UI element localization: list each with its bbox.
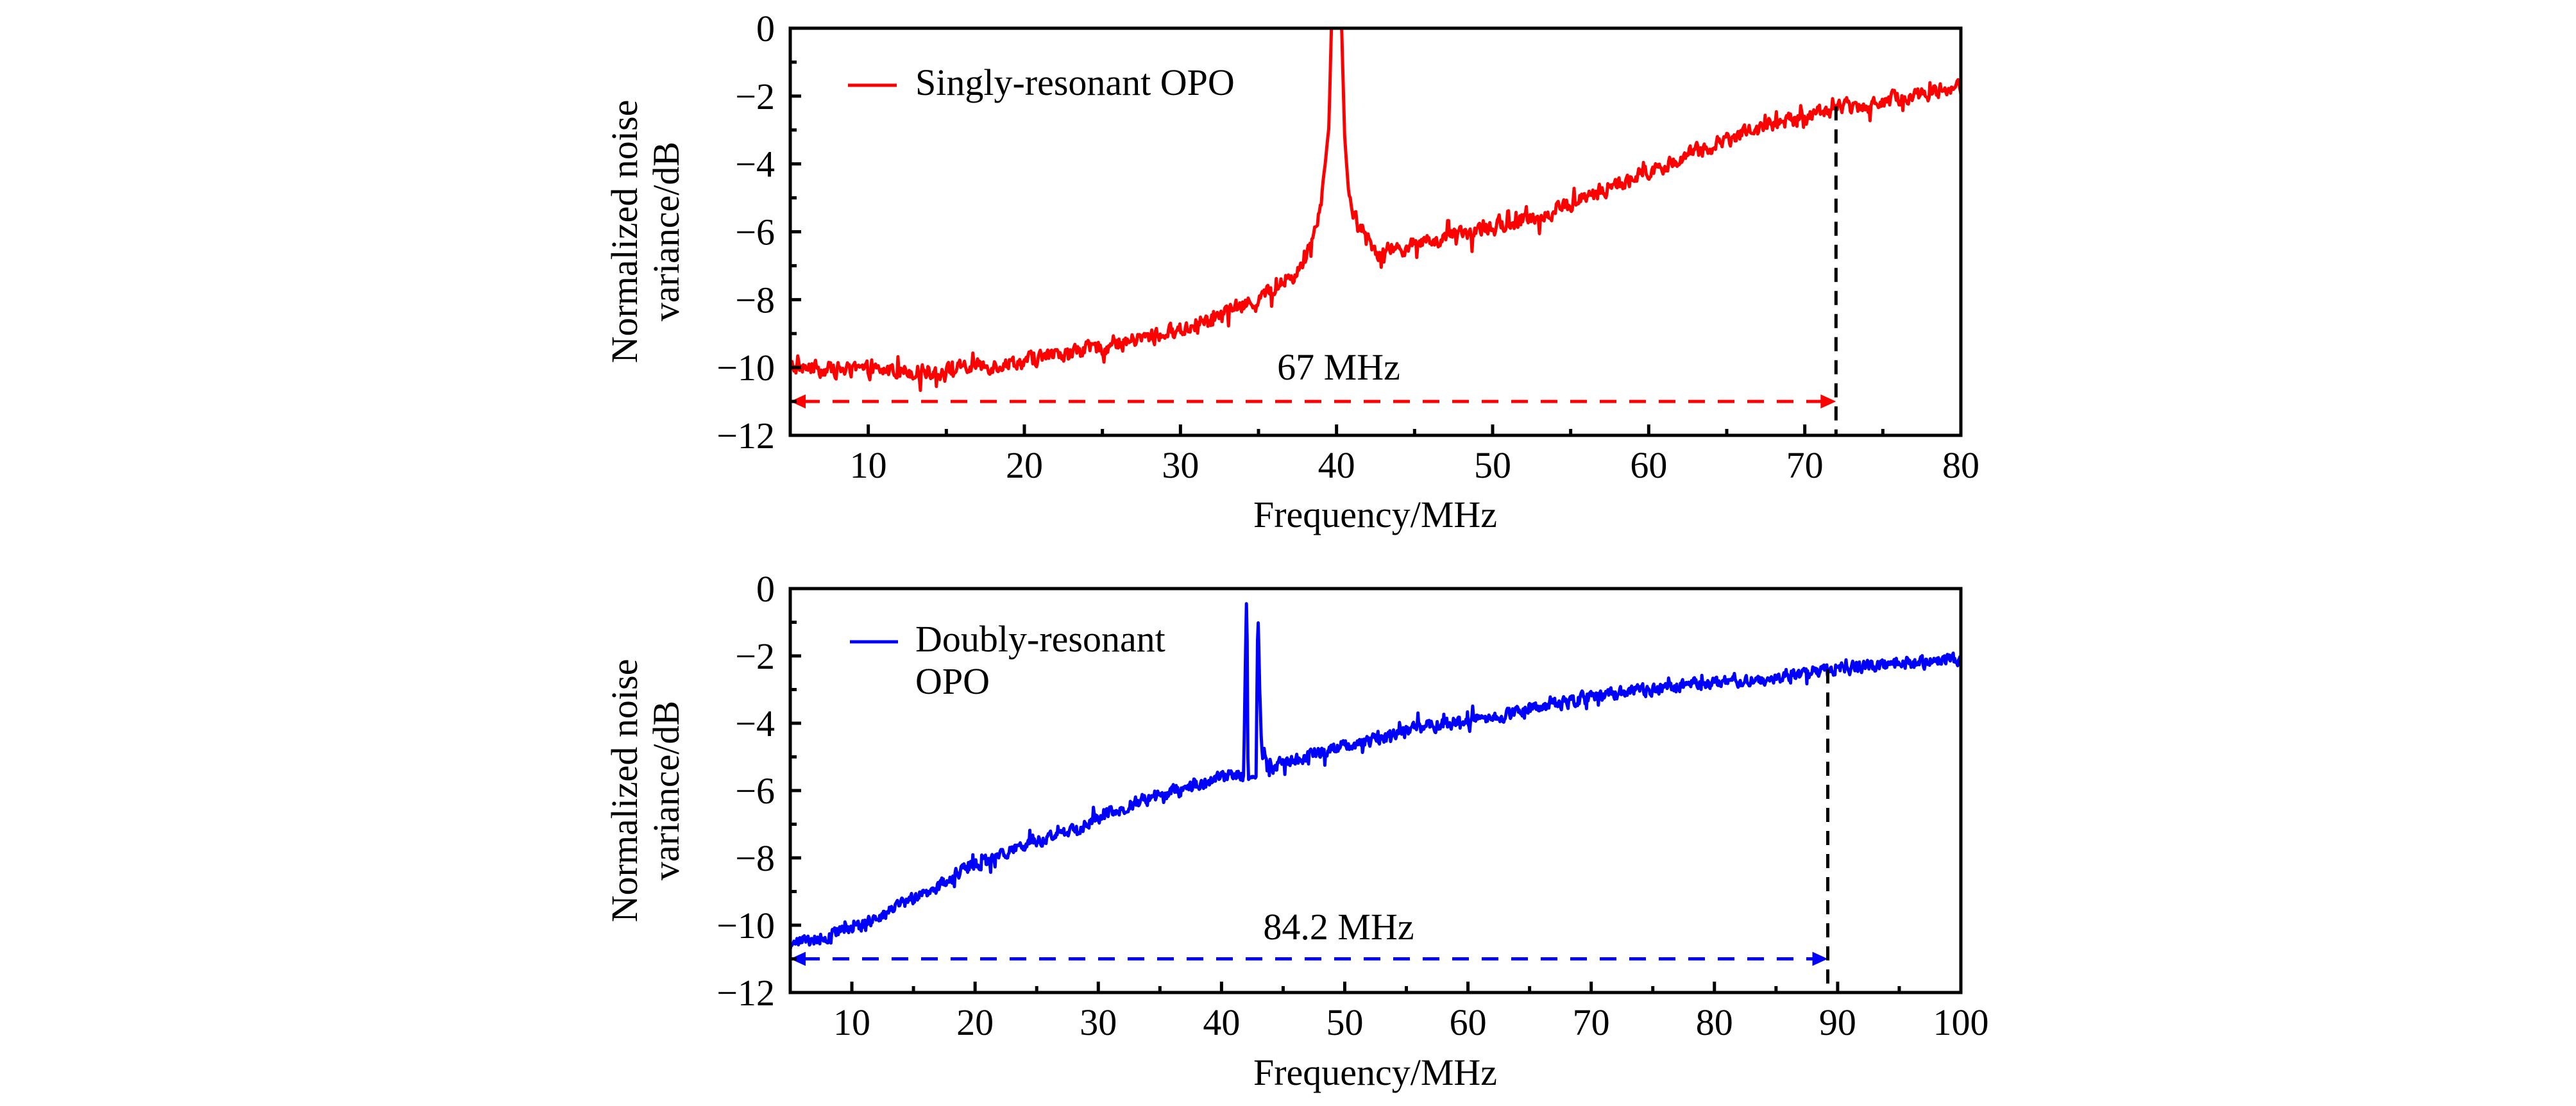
top-x-tick-label: 20	[1006, 444, 1043, 486]
bottom-x-tick-label: 40	[1203, 1001, 1240, 1043]
bottom-ticks	[790, 587, 1963, 994]
bottom-y-tick-label: −6	[735, 770, 775, 812]
bottom-x-tick-label: 100	[1933, 1001, 1989, 1043]
top-y-tick-label: −10	[716, 347, 775, 389]
bottom-tick-labels: 10 20 30 40 50 60 70 80 90 100 0 −2 −4 −6 −8 −10 −12	[716, 568, 1988, 1043]
top-x-tick-label: 80	[1942, 444, 1979, 486]
bottom-series-line	[790, 602, 1961, 950]
bottom-trace-layer	[790, 602, 1961, 950]
top-y-axis-label-line2: variance/dB	[645, 142, 687, 321]
top-y-axis-label-line1: Normalized noise	[604, 100, 645, 364]
top-legend-label: Singly-resonant OPO	[915, 62, 1235, 103]
top-series-line	[790, 28, 1961, 392]
bottom-bandwidth-label: 84.2 MHz	[1263, 906, 1414, 948]
bottom-x-tick-label: 90	[1819, 1001, 1856, 1043]
bottom-legend-label-line2: OPO	[915, 660, 990, 702]
bottom-x-tick-label: 70	[1573, 1001, 1610, 1043]
top-y-tick-label: −4	[735, 144, 775, 185]
bottom-x-tick-label: 60	[1450, 1001, 1487, 1043]
bottom-arrowhead-left	[790, 951, 806, 966]
top-trace-layer	[790, 28, 1961, 392]
top-ticks	[790, 26, 1963, 437]
bottom-y-tick-label: −2	[735, 635, 775, 677]
top-y-tick-label: −6	[735, 212, 775, 253]
top-legend: Singly-resonant OPO	[848, 62, 1235, 103]
bottom-x-axis-label: Frequency/MHz	[1253, 1052, 1497, 1093]
bottom-y-tick-label: −8	[735, 837, 775, 879]
top-arrowhead-left	[790, 394, 806, 409]
top-x-axis-label: Frequency/MHz	[1253, 494, 1497, 535]
top-chart-singly-resonant: 10 20 30 40 50 60 70 80 0 −2 −4 −6 −8 −10 −12 Frequenc…	[604, 8, 1979, 535]
bottom-x-tick-label: 80	[1696, 1001, 1733, 1043]
bottom-y-tick-label: 0	[756, 568, 775, 610]
top-x-tick-label: 10	[850, 444, 887, 486]
top-x-tick-label: 40	[1318, 444, 1355, 486]
top-annotation-layer	[790, 106, 1838, 435]
bottom-y-axis-label-line2: variance/dB	[645, 701, 687, 880]
top-x-tick-label: 60	[1630, 444, 1667, 486]
bottom-legend-label-line1: Doubly-resonant	[915, 618, 1165, 660]
bottom-y-tick-label: −10	[716, 905, 775, 946]
bottom-y-tick-label: −12	[716, 972, 775, 1014]
top-arrowhead-right	[1820, 394, 1836, 409]
bottom-chart-doubly-resonant: 10 20 30 40 50 60 70 80 90 100 0 −2 −4 −6 −8 −10 −12 Fre…	[604, 568, 1989, 1093]
top-tick-labels: 10 20 30 40 50 60 70 80 0 −2 −4 −6 −8 −10 −12	[716, 8, 1979, 486]
bottom-x-tick-label: 30	[1080, 1001, 1117, 1043]
top-y-tick-label: −8	[735, 279, 775, 321]
top-y-tick-label: −12	[716, 415, 775, 457]
bottom-annotation-layer	[790, 669, 1830, 993]
top-bandwidth-label: 67 MHz	[1277, 346, 1400, 388]
top-x-tick-label: 30	[1162, 444, 1199, 486]
bottom-arrowhead-right	[1812, 951, 1828, 966]
bottom-y-axis-label-line1: Normalized noise	[604, 659, 645, 923]
top-x-tick-label: 50	[1474, 444, 1511, 486]
top-y-tick-label: 0	[756, 8, 775, 49]
bottom-x-tick-label: 20	[956, 1001, 994, 1043]
bottom-x-tick-label: 50	[1326, 1001, 1363, 1043]
top-x-tick-label: 70	[1786, 444, 1824, 486]
bottom-x-tick-label: 10	[833, 1001, 870, 1043]
top-y-tick-label: −2	[735, 76, 775, 117]
bottom-legend: Doubly-resonant OPO	[850, 618, 1165, 702]
bottom-y-tick-label: −4	[735, 703, 775, 744]
